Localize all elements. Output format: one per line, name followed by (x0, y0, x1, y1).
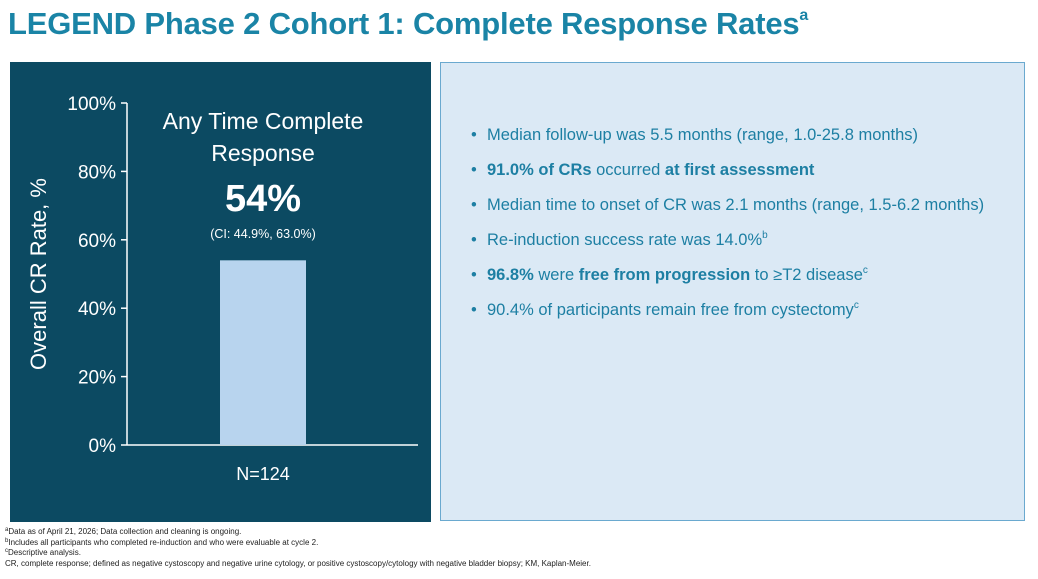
footnote-line: cDescriptive analysis. (5, 548, 1025, 559)
y-tick-label: 80% (78, 162, 116, 183)
footnote-marker: c (853, 300, 859, 311)
footnote-text: Data as of April 21, 2026; Data collecti… (8, 527, 242, 536)
bullet-item: Re-induction success rate was 14.0%b (471, 230, 994, 251)
bullet-emphasis: free from progression (578, 266, 751, 284)
bullet-text: occurred (591, 161, 665, 179)
bullet-item: Median follow-up was 5.5 months (range, … (471, 125, 994, 146)
cr-rate-bar-chart: 0% 20% 40% 60% 80% 100% Overall CR Rate, % N=12… (26, 94, 418, 484)
page-title: LEGEND Phase 2 Cohort 1: Complete Respon… (8, 6, 808, 42)
bullet-text: 90.4% of participants remain free from c… (487, 301, 854, 319)
footnote-text: CR, complete response; defined as negati… (5, 558, 591, 568)
y-tick-label: 40% (78, 299, 116, 320)
bar (220, 260, 306, 445)
bullet-emphasis: 96.8% (487, 266, 534, 284)
bullet-text: Median time to onset of CR was 2.1 month… (487, 196, 985, 214)
footnote-marker: c (5, 548, 8, 555)
footnote-text: Descriptive analysis. (8, 548, 81, 558)
data-label-value: 54% (225, 178, 301, 220)
footnote-marker: b (5, 537, 9, 544)
y-tick-label: 20% (78, 368, 116, 389)
y-tick-label: 100% (67, 94, 116, 115)
bullet-text: Re-induction success rate was 14.0% (487, 231, 763, 249)
footnote-line: bIncludes all participants who completed… (5, 538, 1025, 549)
bullet-item: Median time to onset of CR was 2.1 month… (471, 195, 994, 216)
y-axis-label: Overall CR Rate, % (26, 178, 51, 370)
footnote-marker: a (5, 527, 9, 533)
key-findings-panel: Median follow-up was 5.5 months (range, … (440, 62, 1025, 521)
footnote-text: Includes all participants who completed … (8, 537, 319, 547)
y-tick-label: 60% (78, 231, 116, 252)
key-findings-list: Median follow-up was 5.5 months (range, … (441, 63, 1024, 321)
bullet-emphasis: 91.0% of CRs (487, 161, 592, 179)
annotation-line1: Any Time Complete (163, 108, 364, 134)
bullet-text: Median follow-up was 5.5 months (range, … (487, 126, 919, 144)
bullet-text: were (533, 266, 579, 284)
footnote-marker: c (862, 265, 868, 276)
bullet-item: 90.4% of participants remain free from c… (471, 300, 994, 321)
title-text: LEGEND Phase 2 Cohort 1: Complete Respon… (8, 6, 800, 41)
bullet-text: to ≥T2 disease (750, 266, 863, 284)
footnote-marker: b (762, 230, 768, 241)
confidence-interval-label: (CI: 44.9%, 63.0%) (210, 227, 316, 241)
bullet-item: 96.8% were free from progression to ≥T2 … (471, 265, 994, 286)
title-footnote-marker: a (799, 7, 809, 24)
bullet-emphasis: at first assessment (664, 161, 815, 179)
footnotes: aData as of April 21, 2026; Data collect… (5, 527, 1025, 569)
footnote-line: aData as of April 21, 2026; Data collect… (5, 527, 1025, 538)
annotation-line2: Response (211, 140, 315, 166)
footnote-line: CR, complete response; defined as negati… (5, 559, 1025, 570)
x-category-label: N=124 (236, 464, 290, 484)
y-tick-label: 0% (89, 436, 117, 457)
bullet-item: 91.0% of CRs occurred at first assessmen… (471, 160, 994, 181)
chart-panel: 0% 20% 40% 60% 80% 100% Overall CR Rate, % N=12… (10, 62, 431, 522)
